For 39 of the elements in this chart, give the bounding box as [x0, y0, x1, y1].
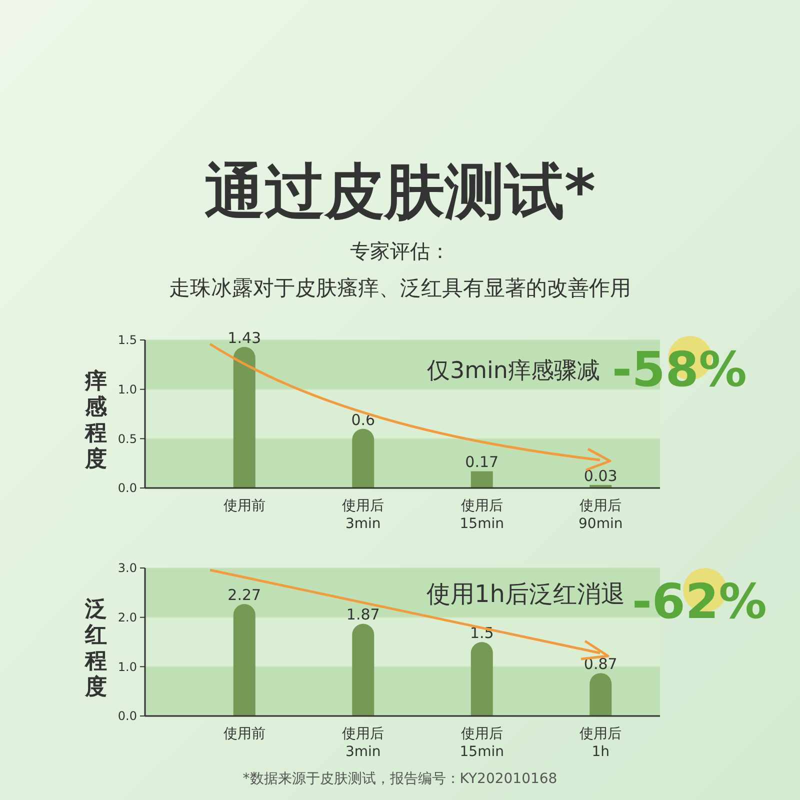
text: *数据来源于皮肤测试，报告编号：KY202010168	[242, 771, 558, 787]
y-tick-label: 0.0	[118, 481, 137, 496]
chart-subtitle: 专家评估：	[350, 239, 450, 263]
annotation: 使用1h后泛红消退	[426, 580, 625, 608]
bar	[233, 346, 256, 488]
y-tick-label: 0.5	[118, 432, 137, 446]
y-tick-label: 1.0	[118, 660, 137, 674]
annotation: -58%	[612, 342, 747, 398]
x-tick-label: 使用后 3min	[342, 726, 384, 760]
annotation: -62%	[632, 574, 767, 630]
bar	[470, 471, 493, 488]
y-tick-label: 1.0	[118, 382, 137, 397]
x-tick-label: 使用前	[223, 498, 266, 514]
data-label: 1.43	[228, 328, 262, 347]
bar	[352, 428, 374, 488]
chart-title: 通过皮肤测试*	[204, 157, 596, 227]
y-tick-label: 3.0	[118, 561, 137, 576]
bar	[590, 673, 612, 716]
data-label: 2.27	[228, 586, 262, 604]
x-tick-label: 使用前	[223, 726, 266, 742]
y-axis-title: 泛红程度	[84, 597, 107, 700]
x-tick-label: 使用后 1h	[580, 726, 622, 760]
y-tick-label: 1.5	[118, 333, 137, 348]
data-label: 0.03	[584, 467, 618, 486]
y-axis-title: 痒感程度	[84, 369, 108, 472]
x-tick-label: 使用后 90min	[578, 498, 623, 532]
bar	[470, 642, 493, 716]
bar	[233, 604, 256, 716]
y-tick-label: 2.0	[118, 610, 137, 625]
x-tick-label: 使用后 15min	[460, 498, 504, 532]
data-label: 0.87	[584, 655, 618, 674]
x-tick-label: 使用后 15min	[460, 726, 504, 760]
text: 走珠冰露对于皮肤瘙痒、泛红具有显著的改善作用	[169, 276, 631, 300]
data-label: 0.17	[465, 453, 499, 472]
bar	[352, 624, 374, 716]
annotation: 仅3min痒感骤减	[426, 358, 600, 384]
y-tick-label: 0.0	[118, 709, 137, 724]
data-label: 1.87	[346, 606, 380, 624]
x-tick-label: 使用后 3min	[342, 498, 384, 532]
